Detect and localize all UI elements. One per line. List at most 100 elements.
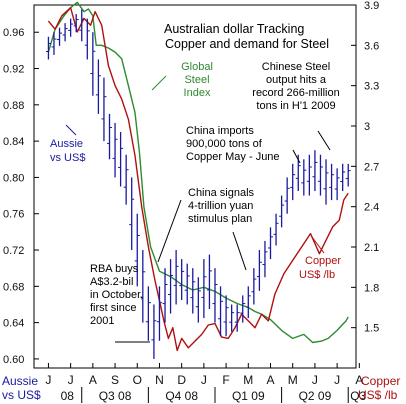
label-copper-1: Copper	[305, 255, 341, 267]
annotation-chinese-steel-line-1: output hits a	[266, 74, 327, 86]
grid-lines	[34, 4, 360, 403]
aussie-bar-41	[273, 213, 279, 246]
aussie-bar-15	[129, 177, 135, 251]
series-line-copper	[47, 6, 349, 352]
right-tick-label-2: 2.1	[364, 242, 379, 254]
left-tick-label-5: 0.80	[3, 172, 24, 184]
aussie-bar-26	[190, 268, 196, 314]
aussie-bar-40	[268, 227, 274, 260]
right-axis-label-2: US$ /lb	[358, 388, 398, 402]
annotation-rba-line-0: RBA buys	[90, 263, 139, 275]
month-label-4: O	[133, 373, 142, 387]
left-tick-label-4: 0.76	[3, 209, 24, 221]
aussie-bar-47	[306, 154, 312, 196]
pointer-line-3	[232, 231, 247, 271]
left-tick-label-8: 0.92	[3, 64, 24, 76]
aussie-bar-20	[156, 286, 162, 341]
series-layer	[45, 1, 351, 359]
aussie-bar-22	[168, 259, 174, 314]
aussie-bar-24	[179, 259, 185, 300]
right-tick-label-7: 3.6	[364, 40, 379, 52]
aussie-bar-17	[140, 250, 146, 323]
month-label-0: J	[45, 373, 51, 387]
aussie-bar-50	[323, 159, 329, 205]
aussie-bar-12	[112, 122, 118, 178]
aussie-bar-51	[329, 163, 335, 201]
right-tick-label-8: 3.9	[364, 0, 379, 12]
tick-labels: 0.60 0.64 0.68 0.72 0.76 0.80 0.84 0.88 0.92 0.96…	[3, 0, 379, 403]
aussie-bar-1	[51, 32, 57, 55]
aussie-bar-31	[218, 286, 224, 337]
month-label-12: J	[312, 373, 318, 387]
aussie-bar-33	[229, 304, 235, 332]
aussie-bar-5	[73, 14, 79, 33]
aussie-bar-8	[90, 32, 96, 96]
aussie-bar-9	[95, 59, 101, 114]
aussie-bar-23	[173, 250, 179, 305]
left-tick-label-9: 0.96	[3, 27, 24, 39]
annotation-chinese-steel-line-2: record 266-million	[252, 87, 339, 99]
annotation-rba-line-4: 2001	[90, 315, 114, 327]
left-axis-label-2: vs US$	[2, 388, 41, 402]
annotation-rba-line-1: A$3.2-bil	[90, 276, 133, 288]
annotation-global-steel-line-1: Steel	[184, 74, 209, 86]
annotation-china-signals-line-0: China signals	[188, 187, 255, 199]
annotation-china-imports-line-0: China imports	[186, 125, 254, 137]
aussie-bar-34	[234, 304, 240, 332]
aussie-bar-7	[84, 18, 90, 60]
aussie-bar-35	[240, 295, 246, 323]
annotation-rba-line-3: first since	[90, 302, 136, 314]
month-label-6: D	[177, 373, 186, 387]
aussie-bar-3	[62, 23, 68, 42]
aussie-bar-44	[290, 163, 296, 201]
month-label-7: J	[201, 373, 207, 387]
right-tick-label-3: 2.4	[364, 202, 379, 214]
aussie-bar-48	[312, 150, 318, 192]
month-label-13: J	[334, 373, 340, 387]
aussie-bar-28	[201, 259, 207, 319]
annotation-china-imports-line-2: Copper May - June	[186, 151, 280, 163]
aussie-bar-18	[145, 286, 151, 341]
aussie-bar-10	[101, 77, 107, 142]
chart-title-line-2: Copper and demand for Steel	[165, 37, 329, 51]
plot-background	[33, 4, 357, 369]
aussie-bar-2	[57, 27, 63, 46]
left-tick-label-0: 0.60	[3, 354, 24, 366]
left-tick-label-2: 0.68	[3, 281, 24, 293]
pointer-line-0	[151, 75, 167, 91]
aussie-bar-16	[134, 213, 140, 287]
aussie-bar-49	[317, 154, 323, 196]
annotation-global-steel-line-0: Global	[181, 61, 213, 73]
pointer-line-4	[157, 199, 182, 263]
pointer-line-6	[311, 236, 325, 254]
quarter-label-2: Q4 08	[165, 389, 198, 403]
aussie-bar-29	[206, 254, 212, 310]
right-axis-label-1: Copper	[361, 374, 400, 388]
label-aussie-2: vs US$	[50, 152, 85, 164]
aussie-bar-11	[107, 113, 113, 160]
annotation-chinese-steel-line-3: tons in H'1 2009	[256, 100, 335, 112]
aussie-bar-38	[256, 250, 262, 291]
aussie-bar-32	[223, 295, 229, 337]
aussie-bar-39	[262, 240, 268, 278]
quarter-label-1: Q3 08	[99, 389, 132, 403]
month-label-5: N	[155, 373, 164, 387]
aussie-bar-42	[279, 195, 285, 228]
aussie-bar-54	[345, 163, 351, 187]
aussie-bar-43	[284, 177, 290, 214]
right-tick-label-4: 2.7	[364, 161, 379, 173]
month-label-1: J	[68, 373, 74, 387]
month-label-3: S	[111, 373, 119, 387]
pointer-line-7	[65, 124, 77, 136]
left-tick-label-3: 0.72	[3, 245, 24, 257]
left-axis-label-1: Aussie	[2, 374, 38, 388]
right-tick-label-1: 1.8	[364, 282, 379, 294]
aussie-bar-27	[195, 277, 201, 323]
annotation-global-steel-line-2: Index	[184, 87, 211, 99]
month-label-9: M	[243, 373, 253, 387]
annotation-china-signals-line-2: stimulus plan	[188, 213, 252, 225]
aussie-bar-19	[151, 304, 157, 359]
